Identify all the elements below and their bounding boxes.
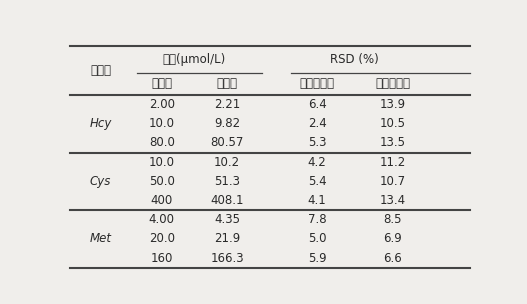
Text: 测得量: 测得量 bbox=[217, 78, 238, 90]
Text: 400: 400 bbox=[151, 194, 173, 207]
Text: 10.2: 10.2 bbox=[214, 156, 240, 169]
Text: 166.3: 166.3 bbox=[210, 252, 244, 265]
Text: 5.9: 5.9 bbox=[308, 252, 326, 265]
Text: 13.4: 13.4 bbox=[379, 194, 406, 207]
Text: Met: Met bbox=[90, 233, 112, 245]
Text: 2.00: 2.00 bbox=[149, 98, 175, 111]
Text: 408.1: 408.1 bbox=[210, 194, 244, 207]
Text: 10.5: 10.5 bbox=[379, 117, 406, 130]
Text: 8.5: 8.5 bbox=[383, 213, 402, 226]
Text: 5.4: 5.4 bbox=[308, 175, 326, 188]
Text: 160: 160 bbox=[151, 252, 173, 265]
Text: 21.9: 21.9 bbox=[214, 233, 240, 245]
Text: 5.0: 5.0 bbox=[308, 233, 326, 245]
Text: 20.0: 20.0 bbox=[149, 233, 175, 245]
Text: 分析物: 分析物 bbox=[90, 64, 111, 77]
Text: 4.35: 4.35 bbox=[214, 213, 240, 226]
Text: 10.7: 10.7 bbox=[379, 175, 406, 188]
Text: 4.1: 4.1 bbox=[308, 194, 326, 207]
Text: 加入量: 加入量 bbox=[151, 78, 172, 90]
Text: 2.4: 2.4 bbox=[308, 117, 326, 130]
Text: 51.3: 51.3 bbox=[214, 175, 240, 188]
Text: 5.3: 5.3 bbox=[308, 136, 326, 150]
Text: 2.21: 2.21 bbox=[214, 98, 240, 111]
Text: 6.4: 6.4 bbox=[308, 98, 326, 111]
Text: Cys: Cys bbox=[90, 175, 111, 188]
Text: 日间精密度: 日间精密度 bbox=[375, 78, 410, 90]
Text: 80.0: 80.0 bbox=[149, 136, 175, 150]
Text: Hcy: Hcy bbox=[90, 117, 112, 130]
Text: 日内精密度: 日内精密度 bbox=[299, 78, 335, 90]
Text: 6.6: 6.6 bbox=[383, 252, 402, 265]
Text: 11.2: 11.2 bbox=[379, 156, 406, 169]
Text: 80.57: 80.57 bbox=[210, 136, 244, 150]
Text: 4.2: 4.2 bbox=[308, 156, 326, 169]
Text: 9.82: 9.82 bbox=[214, 117, 240, 130]
Text: 10.0: 10.0 bbox=[149, 156, 175, 169]
Text: 13.9: 13.9 bbox=[379, 98, 406, 111]
Text: RSD (%): RSD (%) bbox=[330, 53, 379, 66]
Text: 4.00: 4.00 bbox=[149, 213, 175, 226]
Text: 6.9: 6.9 bbox=[383, 233, 402, 245]
Text: 7.8: 7.8 bbox=[308, 213, 326, 226]
Text: 10.0: 10.0 bbox=[149, 117, 175, 130]
Text: 13.5: 13.5 bbox=[379, 136, 406, 150]
Text: 50.0: 50.0 bbox=[149, 175, 175, 188]
Text: 浓度(μmol/L): 浓度(μmol/L) bbox=[163, 53, 226, 66]
